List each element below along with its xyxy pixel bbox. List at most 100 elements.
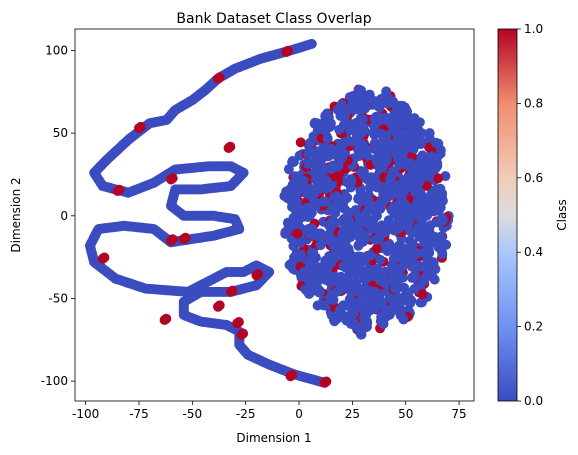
data-point-class-0 <box>334 124 345 135</box>
data-point-class-0 <box>401 201 412 212</box>
data-point-class-0 <box>371 155 382 166</box>
data-point-class-1 <box>433 173 444 184</box>
x-tick-label: 25 <box>345 407 360 421</box>
data-point-class-0 <box>393 246 404 257</box>
data-point-class-0 <box>331 286 342 297</box>
data-point-class-0 <box>380 91 391 102</box>
data-point-class-0 <box>318 125 329 135</box>
data-point-class-0 <box>365 172 375 183</box>
x-axis-ticks: -100 -75 -50 -25 0 25 50 75 <box>72 401 467 421</box>
data-point-class-0 <box>376 197 387 208</box>
data-point-class-0 <box>406 261 417 272</box>
data-point-class-0 <box>420 202 431 213</box>
data-point-class-0 <box>309 188 320 199</box>
data-point-class-0 <box>332 313 343 324</box>
data-point-class-0 <box>356 227 366 238</box>
data-point-class-1 <box>214 300 225 311</box>
data-point-class-0 <box>304 289 315 299</box>
y-axis-label: Dimension 2 <box>9 177 23 252</box>
data-point-class-0 <box>308 248 319 258</box>
data-point-class-0 <box>321 234 332 245</box>
data-point-class-0 <box>339 112 350 123</box>
data-point-class-0 <box>419 247 430 258</box>
data-point-class-0 <box>284 218 295 228</box>
colorbar-tick-label: 1.0 <box>524 22 543 36</box>
data-point-class-0 <box>404 172 414 183</box>
data-point-class-0 <box>327 160 338 171</box>
colorbar-tick-label: 0.8 <box>524 96 543 110</box>
data-point-class-0 <box>343 104 354 115</box>
data-point-class-0 <box>366 215 377 226</box>
data-point-class-1 <box>238 328 249 339</box>
data-point-class-0 <box>319 300 330 311</box>
colorbar-tick-label: 0.6 <box>524 171 543 185</box>
data-point-class-0 <box>420 222 431 233</box>
data-point-class-0 <box>321 176 332 186</box>
data-point-class-0 <box>303 159 314 169</box>
data-point-class-0 <box>320 196 331 207</box>
data-point-class-1 <box>227 285 238 296</box>
data-point-class-0 <box>325 294 336 305</box>
x-tick-label: 50 <box>398 407 413 421</box>
data-point-class-0 <box>344 215 355 226</box>
colorbar <box>497 28 518 402</box>
data-point-class-0 <box>309 167 320 178</box>
data-point-class-0 <box>388 294 398 305</box>
data-point-class-0 <box>435 198 446 209</box>
data-point-class-0 <box>304 277 315 288</box>
data-point-class-1 <box>287 369 298 380</box>
data-point-class-0 <box>354 219 365 230</box>
data-point-class-0 <box>368 180 378 191</box>
colorbar-label: Class <box>555 199 569 231</box>
data-point-class-0 <box>371 145 382 156</box>
data-point-class-0 <box>409 113 420 124</box>
data-point-class-0 <box>384 138 395 149</box>
data-point-class-0 <box>374 232 385 243</box>
data-point-class-0 <box>395 310 406 321</box>
data-point-class-0 <box>427 264 438 275</box>
colorbar-tick-label: 0.2 <box>524 320 543 334</box>
data-point-class-0 <box>404 235 415 246</box>
colorbar-ticks: 0.0 0.2 0.4 0.6 0.8 1.0 <box>517 22 543 408</box>
data-point-class-0 <box>398 146 409 157</box>
data-point-class-0 <box>315 240 326 251</box>
y-tick-label: 0 <box>60 209 68 223</box>
x-tick-label: -75 <box>129 407 149 421</box>
data-point-class-0 <box>338 301 349 312</box>
data-point-class-0 <box>415 139 426 149</box>
data-point-class-0 <box>333 237 344 248</box>
data-point-class-0 <box>336 216 347 227</box>
data-point-class-1 <box>253 269 264 279</box>
data-point-class-0 <box>353 240 364 251</box>
data-point-class-1 <box>167 173 178 184</box>
data-point-class-1 <box>417 289 428 300</box>
data-point-class-0 <box>367 267 377 278</box>
data-point-class-0 <box>325 150 336 160</box>
data-point-class-0 <box>437 249 448 260</box>
data-point-class-0 <box>329 203 340 214</box>
data-point-class-0 <box>357 114 368 125</box>
x-tick-label: 0 <box>295 407 303 421</box>
data-point-class-0 <box>414 261 424 272</box>
plot-frame <box>74 28 475 402</box>
data-point-class-0 <box>420 194 431 205</box>
data-point-class-0 <box>309 117 320 128</box>
data-point-class-0 <box>356 329 366 340</box>
data-point-class-0 <box>401 287 412 298</box>
data-point-class-0 <box>430 137 441 148</box>
data-point-class-0 <box>291 196 302 207</box>
data-point-class-0 <box>354 84 365 95</box>
data-point-class-0 <box>374 102 385 113</box>
y-axis-ticks: -100 -50 0 50 100 <box>41 43 75 388</box>
data-point-class-0 <box>292 173 303 184</box>
data-point-class-1 <box>99 252 110 263</box>
data-point-class-0 <box>381 130 392 141</box>
data-point-class-0 <box>336 99 347 110</box>
data-point-class-0 <box>402 247 413 258</box>
data-point-class-0 <box>437 213 448 224</box>
data-point-class-0 <box>344 294 355 305</box>
data-point-class-0 <box>391 275 402 286</box>
data-point-class-0 <box>298 267 309 278</box>
data-point-class-0 <box>378 318 389 329</box>
y-tick-label: 100 <box>45 43 68 57</box>
